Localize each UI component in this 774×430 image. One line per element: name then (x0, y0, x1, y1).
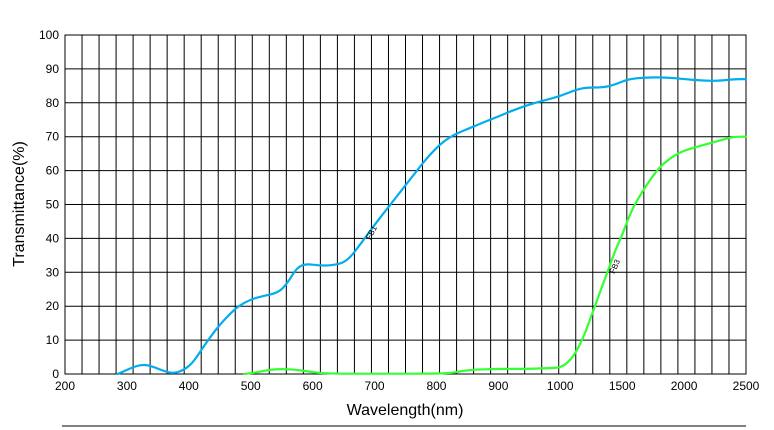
series-line-fb3 (243, 135, 748, 376)
x-tick-label: 1000 (547, 379, 574, 393)
x-tick-label: 800 (426, 379, 446, 393)
series-line-fb1 (116, 76, 748, 376)
x-tick-label: 2000 (671, 379, 698, 393)
grid (64, 34, 747, 375)
y-tick-label: 60 (46, 164, 60, 178)
x-tick-label: 200 (55, 379, 75, 393)
y-tick-label: 0 (52, 367, 59, 381)
y-axis-ticks: 0 10 20 30 40 50 60 70 80 90 100 (39, 28, 59, 381)
x-tick-label: 600 (303, 379, 323, 393)
y-axis-title: Transmittance(%) (11, 141, 28, 267)
x-tick-label: 700 (365, 379, 385, 393)
series-lines (116, 76, 748, 376)
y-tick-label: 20 (46, 299, 60, 313)
y-tick-label: 100 (39, 28, 59, 42)
y-tick-label: 10 (46, 333, 60, 347)
x-tick-label: 900 (488, 379, 508, 393)
x-axis-ticks: 200 300 400 500 600 700 800 900 1000 1500 2000 2500 (55, 379, 760, 393)
x-tick-label: 500 (241, 379, 261, 393)
y-tick-label: 40 (46, 231, 60, 245)
x-axis-title: Wavelength(nm) (347, 402, 464, 419)
x-tick-label: 400 (179, 379, 199, 393)
y-tick-label: 70 (46, 130, 60, 144)
x-tick-label: 1500 (609, 379, 636, 393)
y-tick-label: 90 (46, 62, 60, 76)
y-tick-label: 50 (46, 198, 60, 212)
x-tick-label: 300 (117, 379, 137, 393)
y-tick-label: 30 (46, 265, 60, 279)
x-tick-label: 2500 (733, 379, 760, 393)
y-tick-label: 80 (46, 96, 60, 110)
